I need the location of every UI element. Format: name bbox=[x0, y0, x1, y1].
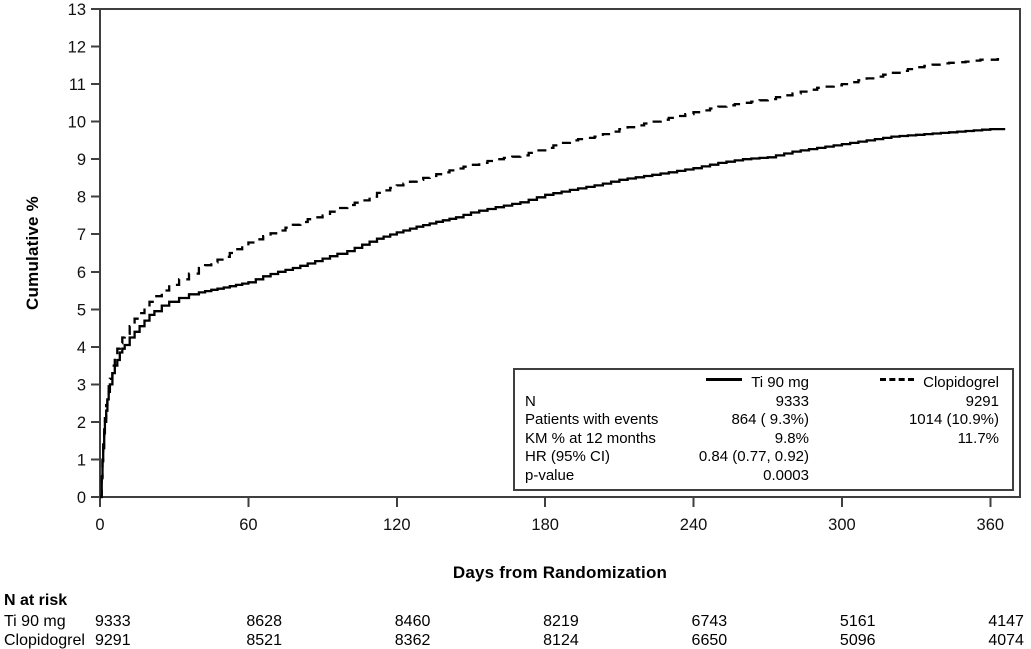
legend-row-km12: KM % at 12 months 9.8% 11.7% bbox=[525, 430, 999, 449]
risk-value: 5161 bbox=[839, 613, 876, 630]
legend-header-spacer bbox=[525, 374, 693, 393]
y-tick-label: 6 bbox=[77, 264, 86, 282]
stat-label: KM % at 12 months bbox=[525, 429, 656, 447]
stat-label: HR (95% CI) bbox=[525, 448, 611, 466]
risk-row-clopidogrel: Clopidogrel 9291 8521 8362 8124 6650 5096 4074 bbox=[0, 632, 1031, 649]
x-tick-label: 360 bbox=[977, 516, 1005, 534]
risk-value: 4074 bbox=[988, 632, 1024, 649]
risk-value: 5096 bbox=[839, 632, 876, 649]
x-tick-label: 120 bbox=[383, 516, 411, 534]
risk-row-label: Clopidogrel bbox=[4, 632, 85, 649]
stat-value-ti90mg: 9.8% bbox=[774, 429, 809, 447]
dashed-line-icon bbox=[880, 377, 915, 381]
y-tick-label: 5 bbox=[77, 301, 86, 319]
legend-stats-box: Ti 90 mg Clopidogrel N 9333 9291 Patient… bbox=[513, 368, 1014, 491]
y-tick-label: 0 bbox=[77, 489, 86, 507]
y-tick-label: 3 bbox=[77, 376, 86, 394]
legend-row-n: N 9333 9291 bbox=[525, 393, 999, 412]
stat-value-ti90mg: 9333 bbox=[775, 392, 809, 410]
risk-value: 8219 bbox=[543, 613, 579, 630]
risk-value: 6743 bbox=[691, 613, 728, 630]
y-tick-label: 7 bbox=[77, 226, 86, 244]
plot-frame bbox=[99, 8, 1021, 498]
y-tick-label: 2 bbox=[77, 414, 86, 432]
stat-value-blank bbox=[809, 467, 999, 486]
risk-value: 8124 bbox=[543, 632, 579, 649]
ti90mg-curve bbox=[100, 127, 1006, 499]
legend-row-pvalue: p-value 0.0003 bbox=[525, 467, 999, 486]
risk-row-label: Ti 90 mg bbox=[4, 613, 66, 630]
risk-table-title: N at risk bbox=[4, 592, 68, 609]
stat-label: p-value bbox=[525, 466, 575, 484]
risk-value: 8460 bbox=[394, 613, 431, 630]
x-tick-label: 0 bbox=[95, 516, 104, 534]
legend-label-ti90mg: Ti 90 mg bbox=[751, 374, 809, 391]
risk-value: 9291 bbox=[95, 632, 131, 649]
clopidogrel-curve bbox=[100, 57, 1007, 499]
legend-entry-clopidogrel: Clopidogrel bbox=[809, 374, 999, 393]
stat-label: Patients with events bbox=[525, 411, 659, 429]
y-tick-label: 9 bbox=[77, 151, 86, 169]
stat-value-clopidogrel: 1014 (10.9%) bbox=[908, 411, 999, 429]
y-tick-label: 8 bbox=[77, 189, 86, 207]
legend-entry-ti90mg: Ti 90 mg bbox=[693, 374, 809, 393]
y-tick-label: 4 bbox=[77, 339, 86, 357]
risk-row-ti90mg: Ti 90 mg 9333 8628 8460 8219 6743 5161 4147 bbox=[0, 613, 1031, 632]
stat-value-ti90mg: 864 ( 9.3%) bbox=[731, 411, 809, 429]
y-tick-label: 10 bbox=[68, 114, 86, 132]
y-tick-label: 1 bbox=[77, 451, 86, 469]
stat-value-blank bbox=[809, 448, 999, 467]
x-tick-label: 60 bbox=[239, 516, 257, 534]
risk-value: 8521 bbox=[246, 632, 282, 649]
risk-value: 8628 bbox=[246, 613, 282, 630]
legend-row-events: Patients with events 864 ( 9.3%) 1014 (1… bbox=[525, 411, 999, 430]
y-tick-label: 13 bbox=[68, 1, 86, 19]
legend-header-row: Ti 90 mg Clopidogrel bbox=[525, 374, 999, 393]
risk-value: 8362 bbox=[394, 632, 431, 649]
stat-value-clopidogrel: 9291 bbox=[965, 392, 999, 410]
stat-value-hr: 0.84 (0.77, 0.92) bbox=[698, 448, 809, 466]
risk-value: 9333 bbox=[95, 613, 131, 630]
stat-value-clopidogrel: 11.7% bbox=[957, 429, 999, 447]
y-tick-label: 11 bbox=[69, 76, 86, 94]
x-axis-title: Days from Randomization bbox=[452, 563, 668, 582]
x-tick-label: 300 bbox=[828, 516, 856, 534]
stat-label: N bbox=[525, 392, 536, 410]
y-tick-label: 12 bbox=[68, 39, 86, 57]
risk-value: 6650 bbox=[691, 632, 728, 649]
legend-row-hr: HR (95% CI) 0.84 (0.77, 0.92) bbox=[525, 448, 999, 467]
solid-line-icon bbox=[706, 377, 743, 381]
legend-label-clopidogrel: Clopidogrel bbox=[923, 374, 999, 391]
stat-value-pvalue: 0.0003 bbox=[763, 466, 809, 484]
risk-value: 4147 bbox=[988, 613, 1024, 630]
x-tick-label: 240 bbox=[680, 516, 708, 534]
x-tick-label: 180 bbox=[531, 516, 559, 534]
